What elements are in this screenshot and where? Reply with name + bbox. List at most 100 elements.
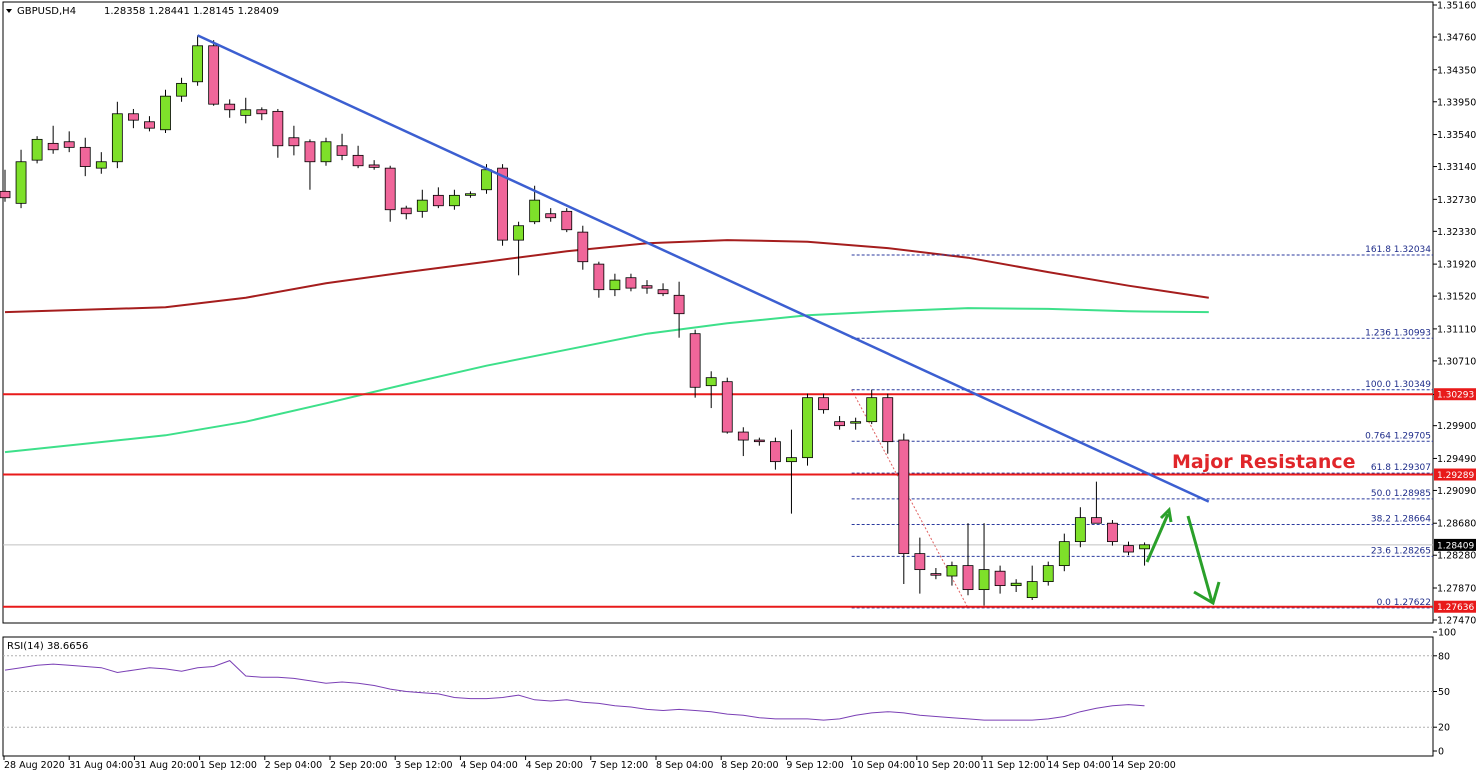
candle xyxy=(1042,561,1054,586)
moving-average-line xyxy=(4,307,1209,454)
candle-body xyxy=(111,113,123,163)
candle-body xyxy=(930,573,942,576)
time-tick-label: 11 Sep 12:00 xyxy=(982,760,1045,771)
candle xyxy=(272,108,284,158)
time-tick-label: 4 Sep 04:00 xyxy=(460,760,517,771)
price-tick-label: 1.34350 xyxy=(1437,65,1476,76)
candle-body xyxy=(625,277,637,289)
trendline xyxy=(197,34,1210,503)
candle xyxy=(208,40,220,106)
fib-level-label: 0.0 1.27622 xyxy=(1377,598,1431,608)
candle xyxy=(224,99,236,118)
candle xyxy=(31,136,43,164)
candle xyxy=(144,116,155,132)
candle-body xyxy=(657,289,669,295)
time-tick-label: 10 Sep 20:00 xyxy=(917,760,980,771)
candle xyxy=(802,393,813,466)
up-arrow-shaft xyxy=(1145,513,1170,563)
price-tick-label: 1.29490 xyxy=(1437,454,1476,465)
moving-average-line xyxy=(4,239,1209,314)
candle-body xyxy=(1026,581,1038,599)
level-price-tag-bg xyxy=(1434,468,1476,481)
candle-body xyxy=(529,199,541,223)
time-tick-label: 31 Aug 20:00 xyxy=(134,760,198,771)
candle xyxy=(577,225,589,270)
candle xyxy=(689,329,701,398)
candle-body xyxy=(1058,541,1070,567)
candle xyxy=(1123,541,1134,556)
candle-body xyxy=(1010,582,1022,587)
fib-level-label: 100.0 1.30349 xyxy=(1365,380,1431,390)
candle-body xyxy=(1123,545,1134,553)
candle xyxy=(368,160,380,170)
candle-body xyxy=(288,137,300,147)
price-tick-label: 1.31920 xyxy=(1437,260,1476,271)
candle-body xyxy=(1091,517,1102,524)
candle xyxy=(384,165,396,222)
level-price-tag: 1.27636 xyxy=(1437,603,1474,613)
time-tick-label: 2 Sep 20:00 xyxy=(330,760,387,771)
candle xyxy=(882,393,894,454)
candle-body xyxy=(160,95,171,131)
candle xyxy=(1074,507,1086,548)
price-tags: 1.30293 1.29289 1.27636 1.28409 xyxy=(1434,388,1476,613)
candle xyxy=(625,273,637,292)
rsi-panel-frame xyxy=(2,636,1434,757)
candle xyxy=(1026,565,1038,601)
time-tick-label: 14 Sep 20:00 xyxy=(1112,760,1175,771)
candle-body xyxy=(753,439,765,443)
candle-body xyxy=(898,439,910,555)
candle xyxy=(770,437,781,470)
candle-body xyxy=(994,570,1006,587)
fib-level-label: 161.8 1.32034 xyxy=(1365,245,1431,255)
candle-body xyxy=(770,441,781,463)
price-tick-label: 1.30710 xyxy=(1437,356,1476,367)
candle-body xyxy=(336,145,348,156)
rsi-indicator: 100 80 50 20 0 xyxy=(3,628,1456,758)
candle-body xyxy=(641,285,653,289)
time-tick-label: 31 Aug 04:00 xyxy=(69,760,133,771)
candle xyxy=(497,164,508,246)
candle xyxy=(850,417,862,430)
candle xyxy=(994,565,1006,594)
price-tick-label: 1.35160 xyxy=(1437,1,1476,12)
candle xyxy=(866,389,878,425)
price-tick-label: 1.31110 xyxy=(1437,324,1476,335)
candle-body xyxy=(1074,517,1086,543)
candle xyxy=(753,437,765,446)
candle xyxy=(1139,542,1150,566)
candle xyxy=(545,208,557,222)
horizontal-levels xyxy=(3,393,1433,608)
rsi-tick-label: 100 xyxy=(1438,628,1456,639)
candle xyxy=(962,523,974,596)
candle xyxy=(111,101,123,169)
candle xyxy=(304,139,316,190)
candle-body xyxy=(818,397,829,411)
level-price-tag-bg xyxy=(1434,600,1476,613)
candle-body xyxy=(786,457,797,463)
candle-body xyxy=(208,45,220,105)
candle-body xyxy=(946,565,958,577)
candle-body xyxy=(400,207,412,215)
candle-body xyxy=(962,565,974,591)
candle-body xyxy=(192,45,204,83)
chart-header-symbol: GBPUSD,H4 xyxy=(17,6,76,17)
candle-body xyxy=(15,161,27,204)
candle-body xyxy=(481,169,492,191)
candle xyxy=(1058,533,1070,572)
price-tick-label: 1.28280 xyxy=(1437,551,1476,562)
header-dropdown-icon[interactable] xyxy=(6,9,12,13)
price-tick-label: 1.29900 xyxy=(1437,421,1476,432)
candle-body xyxy=(545,213,557,219)
time-tick-label: 8 Sep 04:00 xyxy=(656,760,713,771)
fib-level-label: 61.8 1.29307 xyxy=(1371,463,1431,473)
price-tick-label: 1.27870 xyxy=(1437,584,1476,595)
candle-body xyxy=(802,397,813,459)
candle-body xyxy=(63,141,75,148)
down-arrow-head xyxy=(1193,581,1221,606)
candle xyxy=(930,568,942,580)
candle xyxy=(946,561,958,586)
candle xyxy=(818,393,829,414)
candle xyxy=(898,433,910,585)
